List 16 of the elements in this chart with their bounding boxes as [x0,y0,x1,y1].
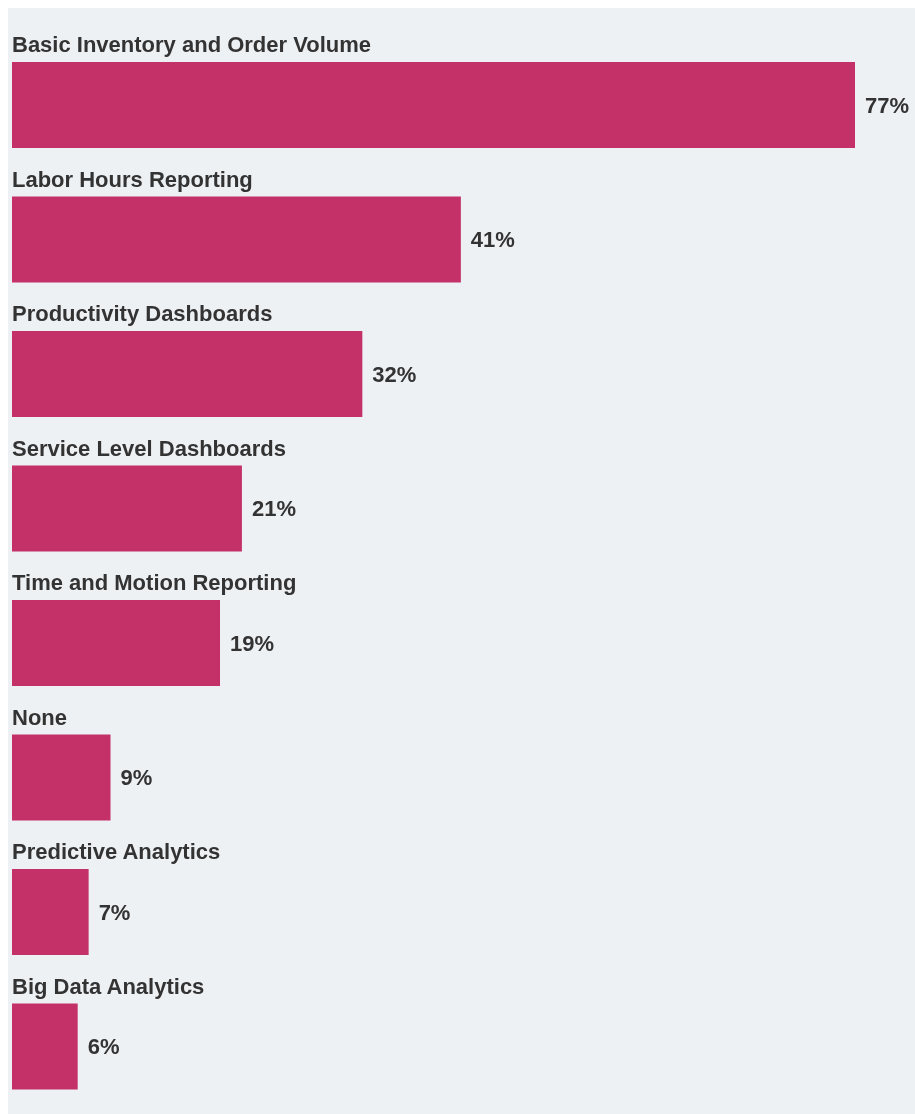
y-tick-label: None [12,704,67,730]
data-label: 32% [372,361,417,387]
data-label: 77% [865,92,910,118]
y-tick-label: Big Data Analytics [12,973,205,999]
y-tick-label: Service Level Dashboards [12,435,286,461]
y-tick-label: Productivity Dashboards [12,301,273,326]
y-tick-label: Labor Hours Reporting [12,166,253,192]
data-label: 6% [87,1034,120,1059]
data-label: 19% [230,630,275,656]
y-tick-label: Basic Inventory and Order Volume [12,32,372,57]
data-label: 7% [98,899,131,925]
y-tick-label: Time and Motion Reporting [12,570,297,595]
y-tick-label: Predictive Analytics [12,839,221,864]
data-label: 41% [470,227,515,252]
data-label: 21% [251,496,296,521]
data-label: 9% [120,765,153,790]
